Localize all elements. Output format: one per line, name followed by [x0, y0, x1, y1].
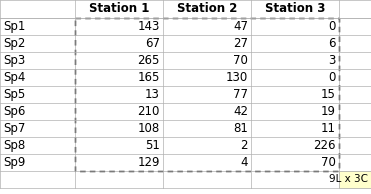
Text: 6: 6: [328, 37, 336, 50]
Text: 210: 210: [138, 105, 160, 118]
Bar: [339, 171, 371, 188]
Text: 130: 130: [226, 71, 248, 84]
Text: 70: 70: [233, 54, 248, 67]
Text: Station 3: Station 3: [265, 3, 325, 16]
Text: 265: 265: [138, 54, 160, 67]
Text: Station 2: Station 2: [177, 3, 237, 16]
Text: 9L x 3C: 9L x 3C: [329, 174, 368, 184]
Text: 81: 81: [233, 122, 248, 135]
Text: Sp7: Sp7: [3, 122, 25, 135]
Text: 42: 42: [233, 105, 248, 118]
Text: 129: 129: [138, 156, 160, 169]
Text: Sp6: Sp6: [3, 105, 25, 118]
Text: 67: 67: [145, 37, 160, 50]
Text: 108: 108: [138, 122, 160, 135]
Text: Sp3: Sp3: [3, 54, 25, 67]
Text: 27: 27: [233, 37, 248, 50]
Text: 2: 2: [240, 139, 248, 152]
Text: 19: 19: [321, 105, 336, 118]
Text: 70: 70: [321, 156, 336, 169]
Text: 0: 0: [329, 71, 336, 84]
Text: 165: 165: [138, 71, 160, 84]
Text: 15: 15: [321, 88, 336, 101]
Text: 4: 4: [240, 156, 248, 169]
Text: Sp2: Sp2: [3, 37, 25, 50]
Text: 226: 226: [313, 139, 336, 152]
Text: 13: 13: [145, 88, 160, 101]
Text: 3: 3: [329, 54, 336, 67]
Text: Sp8: Sp8: [3, 139, 25, 152]
Text: Station 1: Station 1: [89, 3, 149, 16]
Text: Sp5: Sp5: [3, 88, 25, 101]
Bar: [75, 18, 339, 171]
Text: 77: 77: [233, 88, 248, 101]
Text: 0: 0: [329, 20, 336, 33]
Text: Sp4: Sp4: [3, 71, 25, 84]
Text: Sp9: Sp9: [3, 156, 25, 169]
Text: 51: 51: [145, 139, 160, 152]
Text: 143: 143: [138, 20, 160, 33]
Text: 11: 11: [321, 122, 336, 135]
Text: Sp1: Sp1: [3, 20, 25, 33]
Text: 47: 47: [233, 20, 248, 33]
